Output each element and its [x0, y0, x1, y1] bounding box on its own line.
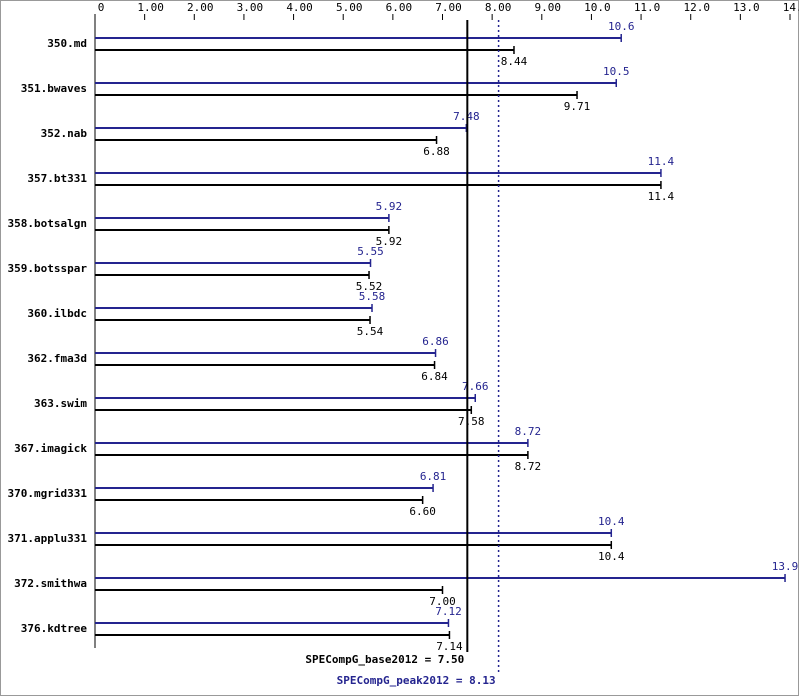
category-label: 367.imagick [14, 442, 87, 455]
value-label: 10.4 [598, 515, 625, 528]
value-label: 5.92 [376, 200, 403, 213]
category-label: 359.botsspar [8, 262, 88, 275]
value-label: 7.14 [436, 640, 463, 653]
x-tick-label: 9.00 [535, 1, 562, 14]
x-tick-label: 0 [98, 1, 105, 14]
value-label: 8.72 [515, 425, 542, 438]
category-label: 360.ilbdc [27, 307, 87, 320]
value-label: 7.58 [458, 415, 485, 428]
x-tick-label: 3.00 [237, 1, 264, 14]
value-label: 6.81 [420, 470, 447, 483]
category-label: 350.md [47, 37, 87, 50]
x-tick-label: 5.00 [336, 1, 363, 14]
x-tick-label: 4.00 [286, 1, 313, 14]
category-label: 358.botsalgn [8, 217, 87, 230]
x-tick-label: 6.00 [386, 1, 413, 14]
value-label: 9.71 [564, 100, 591, 113]
value-label: 5.58 [359, 290, 386, 303]
category-label: 376.kdtree [21, 622, 88, 635]
value-label: 7.12 [435, 605, 462, 618]
value-label: 6.86 [422, 335, 449, 348]
x-tick-label: 10.0 [584, 1, 611, 14]
reference-label: SPECompG_base2012 = 7.50 [305, 653, 464, 666]
value-label: 6.84 [421, 370, 448, 383]
x-tick-label: 8.00 [485, 1, 512, 14]
value-label: 8.72 [515, 460, 542, 473]
x-tick-label: 1.00 [137, 1, 164, 14]
value-label: 8.44 [501, 55, 528, 68]
category-label: 351.bwaves [21, 82, 87, 95]
category-label: 372.smithwa [14, 577, 87, 590]
category-label: 363.swim [34, 397, 87, 410]
category-label: 371.applu331 [8, 532, 88, 545]
value-label: 7.00 [429, 595, 456, 608]
reference-label: SPECompG_peak2012 = 8.13 [337, 674, 496, 687]
category-label: 362.fma3d [27, 352, 87, 365]
x-tick-label: 7.00 [435, 1, 462, 14]
category-label: 352.nab [41, 127, 88, 140]
category-label: 357.bt331 [27, 172, 87, 185]
value-label: 5.54 [357, 325, 384, 338]
x-tick-label: 2.00 [187, 1, 214, 14]
value-label: 5.92 [376, 235, 403, 248]
value-label: 5.52 [356, 280, 383, 293]
value-label: 11.4 [648, 190, 675, 203]
value-label: 5.55 [357, 245, 384, 258]
value-label: 10.6 [608, 20, 635, 33]
value-label: 6.60 [409, 505, 436, 518]
value-label: 7.66 [462, 380, 489, 393]
x-tick-label: 12.0 [683, 1, 710, 14]
x-tick-label: 11.0 [634, 1, 661, 14]
x-tick-label: 13.0 [733, 1, 760, 14]
value-label: 13.9 [772, 560, 799, 573]
value-label: 10.4 [598, 550, 625, 563]
category-label: 370.mgrid331 [8, 487, 88, 500]
value-label: 11.4 [648, 155, 675, 168]
value-label: 10.5 [603, 65, 630, 78]
x-tick-label: 14.0 [783, 1, 799, 14]
value-label: 6.88 [423, 145, 450, 158]
